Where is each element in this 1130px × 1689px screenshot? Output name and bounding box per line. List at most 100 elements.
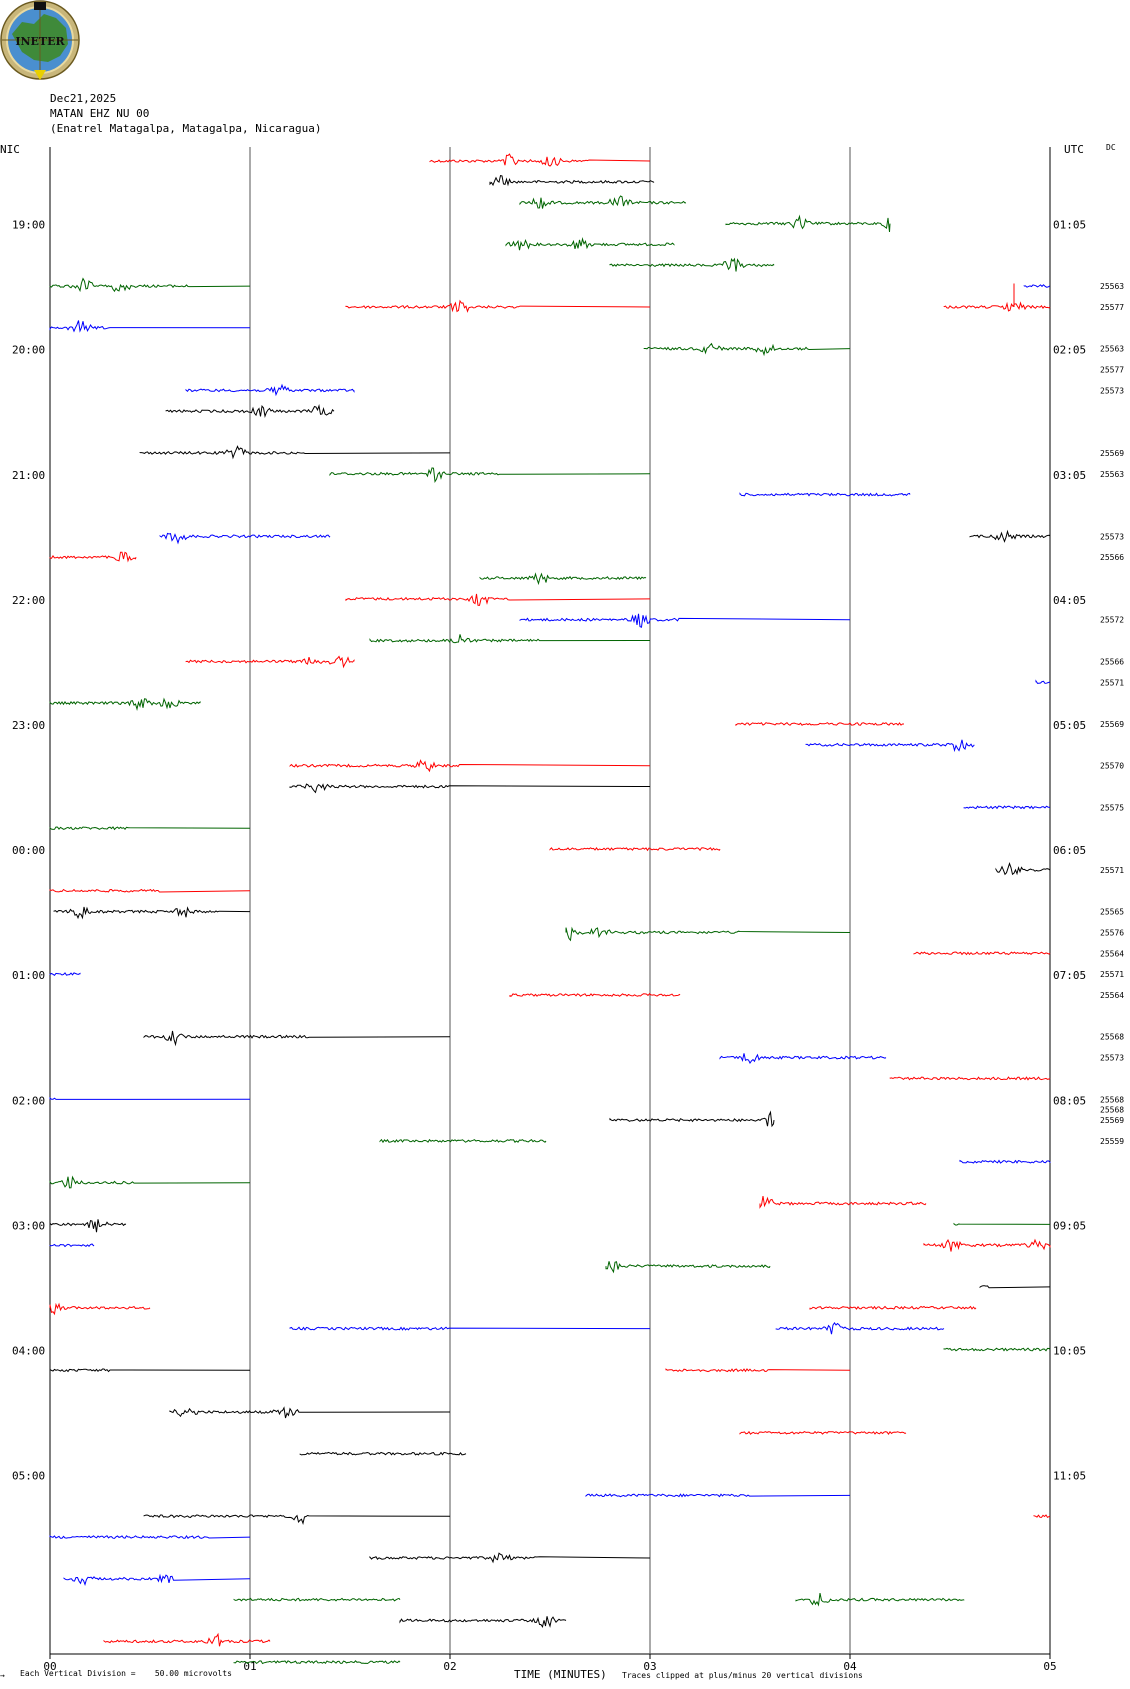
- trace-segment-green: [505, 237, 675, 251]
- right-count-label: 25571: [1100, 678, 1124, 687]
- right-count-label: 25569: [1100, 449, 1124, 458]
- trace-segment-red: [49, 1302, 151, 1316]
- trace-segment-black: [299, 1451, 467, 1456]
- trace-segment-black: [369, 1552, 651, 1564]
- x-tick-label: 05: [1043, 1660, 1056, 1673]
- trace-segment-blue: [775, 1322, 945, 1335]
- trace-segment-green: [49, 697, 201, 711]
- trace-segment-red: [185, 655, 355, 669]
- right-time-label: 11:05: [1053, 1470, 1086, 1483]
- clip-note: Traces clipped at plus/minus 20 vertical…: [622, 1671, 863, 1680]
- right-count-label: 25573: [1100, 386, 1124, 395]
- trace-segment-black: [143, 1514, 451, 1526]
- right-count-label: 25559: [1100, 1137, 1124, 1146]
- trace-segment-red: [1033, 1514, 1051, 1519]
- trace-segment-green: [565, 926, 851, 942]
- right-count-label: 25575: [1100, 803, 1124, 812]
- x-tick-label: 02: [443, 1660, 456, 1673]
- right-count-label: 25577: [1100, 303, 1124, 312]
- right-count-label: 25577: [1100, 366, 1124, 375]
- trace-segment-blue: [49, 1097, 251, 1100]
- left-time-label: 20:00: [12, 344, 45, 357]
- right-count-label: 25569: [1100, 720, 1124, 729]
- right-count-label: 25573: [1100, 1054, 1124, 1063]
- right-count-label: 25569: [1100, 1116, 1124, 1125]
- trace-segment-red: [549, 847, 721, 852]
- right-time-label: 10:05: [1053, 1344, 1086, 1357]
- right-time-label: 02:05: [1053, 344, 1086, 357]
- right-time-label: 07:05: [1053, 969, 1086, 982]
- trace-segment-blue: [519, 613, 851, 628]
- trace-segment-red: [103, 1632, 271, 1647]
- trace-segment-black: [49, 1219, 127, 1233]
- trace-segment-blue: [959, 1159, 1051, 1164]
- trace-segment-black: [399, 1616, 567, 1629]
- right-count-label: 25563: [1100, 282, 1124, 291]
- trace-segment-green: [725, 214, 891, 233]
- trace-segment-green: [329, 467, 651, 483]
- trace-segment-black: [169, 1406, 451, 1419]
- trace-segment-green: [49, 1175, 251, 1189]
- trace-segment-blue: [63, 1573, 251, 1586]
- left-time-label: 04:00: [12, 1344, 45, 1357]
- right-count-label: 25571: [1100, 970, 1124, 979]
- x-axis-title: TIME (MINUTES): [514, 1668, 607, 1681]
- right-count-label: 25571: [1100, 866, 1124, 875]
- left-time-label: 00:00: [12, 844, 45, 857]
- left-time-label: 02:00: [12, 1094, 45, 1107]
- trace-segment-green: [953, 1222, 1051, 1226]
- corner-mark: →: [0, 1671, 5, 1680]
- trace-segment-red: [809, 1305, 977, 1310]
- left-time-label: 21:00: [12, 469, 45, 482]
- trace-segment-green: [609, 257, 775, 272]
- right-count-label: 25565: [1100, 908, 1124, 917]
- trace-segment-green: [943, 1347, 1051, 1352]
- right-time-label: 05:05: [1053, 719, 1086, 732]
- trace-segment-blue: [585, 1493, 851, 1498]
- right-count-label: 25573: [1100, 532, 1124, 541]
- x-tick-label: 00: [43, 1660, 56, 1673]
- date-label: Dec21,2025: [50, 92, 117, 105]
- left-timezone-label: NIC: [0, 143, 20, 156]
- trace-segment-black: [143, 1030, 451, 1047]
- trace-segment-green: [479, 572, 647, 586]
- right-count-label: 25564: [1100, 949, 1124, 958]
- trace-segment-red: [735, 722, 904, 727]
- right-time-label: 04:05: [1053, 594, 1086, 607]
- x-tick-label: 03: [643, 1660, 656, 1673]
- trace-segment-green: [379, 1138, 547, 1144]
- ineter-logo: INETER: [0, 0, 80, 80]
- right-count-label: 25566: [1100, 553, 1124, 562]
- trace-segment-green: [643, 342, 851, 357]
- trace-segment-green: [795, 1592, 965, 1607]
- trace-segment-red: [665, 1368, 851, 1373]
- trace-segment-red: [923, 1238, 1051, 1252]
- right-count-label: 25568: [1100, 1095, 1124, 1104]
- trace-segment-red: [509, 993, 681, 997]
- trace-segment-green: [49, 826, 251, 831]
- left-time-label: 23:00: [12, 719, 45, 732]
- trace-segment-green: [519, 195, 687, 209]
- trace-segment-black: [289, 783, 651, 794]
- trace-segment-green: [233, 1597, 401, 1602]
- trace-segment-red: [345, 593, 651, 606]
- trace-segment-red: [943, 301, 1051, 312]
- trace-segment-black: [165, 404, 335, 418]
- trace-segment-green: [369, 634, 651, 644]
- trace-segment-red: [913, 951, 1051, 956]
- dc-flag-label: DC: [1106, 143, 1116, 152]
- trace-segment-black: [969, 529, 1051, 543]
- trace-segment-blue: [739, 492, 911, 497]
- trace-segment-black: [139, 445, 451, 460]
- trace-segment-black: [53, 906, 251, 920]
- left-time-label: 01:00: [12, 969, 45, 982]
- trace-segment-black: [49, 1368, 251, 1373]
- trace-segment-green: [605, 1261, 771, 1274]
- left-time-label: 05:00: [12, 1470, 45, 1483]
- right-count-label: 25572: [1100, 616, 1124, 625]
- trace-segment-red: [739, 1430, 907, 1435]
- right-count-label: 25563: [1100, 345, 1124, 354]
- trace-segment-blue: [1023, 284, 1050, 288]
- trace-segment-blue: [49, 1243, 95, 1248]
